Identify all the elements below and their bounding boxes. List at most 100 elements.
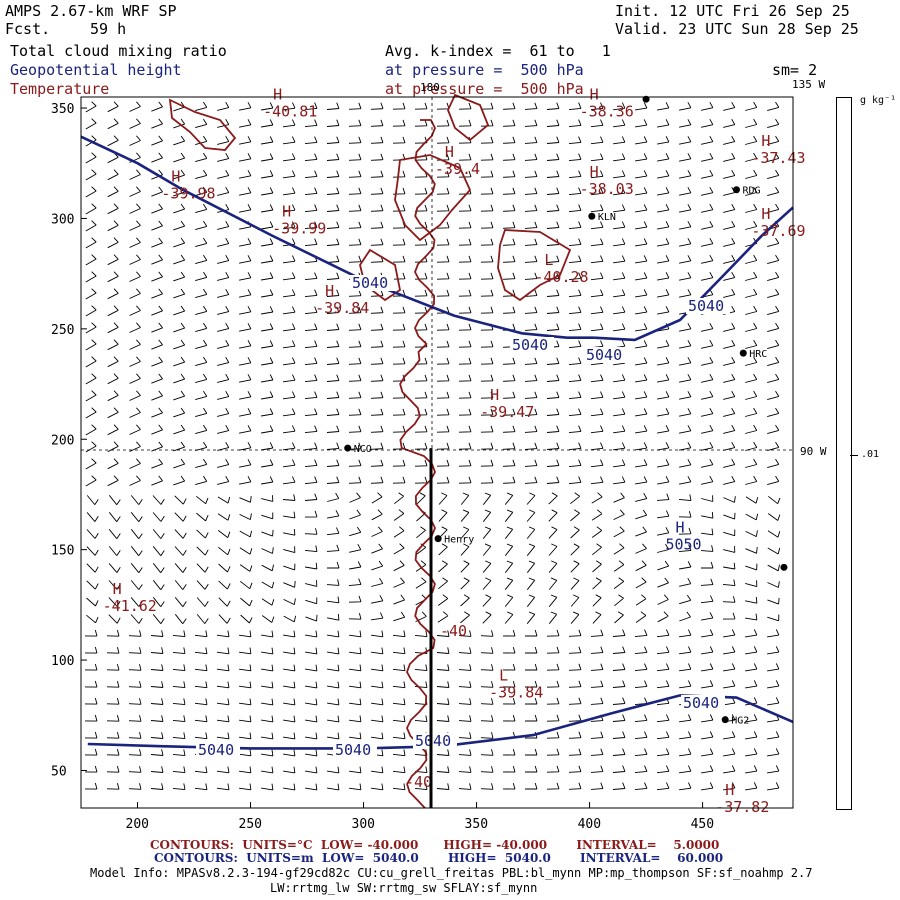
x-tick-label: 300 bbox=[352, 817, 375, 832]
temperature-contour bbox=[399, 119, 436, 809]
pressure-center-value: -41.62 bbox=[103, 597, 157, 615]
k-index-range: Avg. k-index = 61 to 1 bbox=[385, 42, 611, 60]
map-annotations: H-40.81H-38.36H-39.4H-37.43H-39.98H-38.0… bbox=[81, 78, 827, 816]
meridian-label-180: 180 bbox=[420, 81, 440, 94]
pressure-center-letter: H bbox=[490, 386, 499, 404]
temperature-contour-label: -40 bbox=[440, 622, 467, 640]
x-tick-label: 350 bbox=[465, 817, 488, 832]
pressure-center-value: -37.43 bbox=[751, 149, 805, 167]
height-contour-label: 5040 bbox=[586, 346, 622, 364]
height-contour-label: 5040 bbox=[512, 336, 548, 354]
pressure-center-value: -39.84 bbox=[489, 683, 543, 701]
height-label-bg bbox=[584, 347, 628, 363]
height-contour bbox=[594, 206, 794, 342]
height-label-bg bbox=[681, 695, 725, 711]
wind-barbs bbox=[84, 101, 781, 791]
smoothing-value: sm= 2 bbox=[772, 61, 818, 79]
cloud-contour bbox=[447, 93, 490, 142]
pressure-center-letter: H bbox=[282, 203, 291, 221]
wind-barb-field bbox=[84, 101, 781, 791]
pressure-center-letter: H bbox=[445, 143, 454, 161]
valid-time: Valid. 23 UTC Sun 28 Sep 25 bbox=[615, 20, 859, 38]
x-tick-label: 200 bbox=[126, 817, 149, 832]
pressure-center-letter: H bbox=[590, 163, 599, 181]
station-label: Henry bbox=[444, 535, 474, 546]
x-tick-label: 450 bbox=[691, 817, 714, 832]
station-label: HG2 bbox=[731, 716, 749, 727]
pressure-center-letter: H bbox=[273, 86, 282, 104]
pressure-level-height: at pressure = 500 hPa bbox=[385, 61, 584, 79]
y-tick-label: 50 bbox=[51, 764, 67, 779]
pressure-center-letter: H bbox=[761, 132, 770, 150]
init-time: Init. 12 UTC Fri 26 Sep 25 bbox=[615, 2, 850, 20]
pressure-center-letter: H bbox=[761, 205, 770, 223]
station-label: RDG bbox=[742, 186, 760, 197]
station-label: KLN bbox=[598, 212, 616, 223]
pressure-center-value: 5050 bbox=[665, 535, 701, 553]
y-tick-label: 250 bbox=[51, 323, 74, 338]
height-label-bg bbox=[350, 275, 394, 291]
pressure-level-temperature: at pressure = 500 hPa bbox=[385, 80, 584, 98]
meridian-label-90w: 90 W bbox=[800, 445, 827, 458]
y-tick-label: 300 bbox=[51, 212, 74, 227]
height-contour-label: 5040 bbox=[688, 297, 724, 315]
temperature-contour-label: -40 bbox=[405, 773, 432, 791]
height-contour-info: CONTOURS: UNITS=m LOW= 5040.0 HIGH= 5040… bbox=[154, 851, 724, 865]
field-cloud-label: Total cloud mixing ratio bbox=[10, 42, 227, 60]
y-tick-label: 150 bbox=[51, 544, 74, 559]
plot-frame bbox=[80, 96, 794, 809]
height-label-bg bbox=[196, 742, 240, 758]
height-label-bg bbox=[510, 337, 554, 353]
colorbar-tick-label: .01 bbox=[861, 449, 880, 460]
pressure-center-letter: H bbox=[325, 282, 334, 300]
x-tick-label: 250 bbox=[239, 817, 262, 832]
station-label: HRC bbox=[749, 349, 767, 360]
height-label-bg bbox=[413, 733, 457, 749]
pressure-center-letter: H bbox=[675, 518, 684, 536]
pressure-center-letter: H bbox=[171, 167, 180, 185]
temperature-contour-info: CONTOURS: UNITS=°C LOW= -40.000 HIGH= -4… bbox=[150, 838, 720, 852]
field-temperature-label: Temperature bbox=[10, 80, 110, 98]
colorbar-tick-mark bbox=[850, 455, 858, 456]
field-height-label: Geopotential height bbox=[10, 61, 182, 79]
height-contour-label: 5040 bbox=[352, 274, 388, 292]
meridian-label-135w: 135 W bbox=[792, 78, 825, 91]
x-tick-label: 400 bbox=[578, 817, 601, 832]
cloud-contour bbox=[497, 229, 572, 302]
temperature-contours: -40 -40 bbox=[399, 119, 467, 809]
station-dot bbox=[732, 186, 740, 194]
forecast-label: Fcst. bbox=[5, 20, 51, 38]
pressure-center-letter: H bbox=[725, 781, 734, 799]
plot-axes: 200 250 300 350 400 450 50 100 150 200 250 300 350 bbox=[51, 96, 794, 832]
cloud-contour bbox=[168, 98, 237, 151]
pressure-center-value: -39.99 bbox=[272, 220, 326, 238]
pressure-center-value: -39.98 bbox=[161, 184, 215, 202]
model-info: Model Info: MPASv8.2.3-194-gf29cd82c CU:… bbox=[90, 866, 813, 880]
station-dot bbox=[739, 349, 747, 357]
pressure-center-value: -37.82 bbox=[715, 798, 769, 816]
station-dot bbox=[588, 212, 596, 220]
height-contour-label: 5040 bbox=[683, 694, 719, 712]
pressure-center-letter: L bbox=[499, 666, 508, 684]
station-dot bbox=[344, 444, 352, 452]
cloud-contour bbox=[359, 248, 402, 302]
station-label: NCO bbox=[354, 444, 372, 455]
y-tick-label: 350 bbox=[51, 102, 74, 117]
height-contour-label: 5040 bbox=[198, 741, 234, 759]
pressure-center-letter: H bbox=[113, 580, 122, 598]
cloud-mixing-contours bbox=[168, 93, 572, 302]
pressure-center-letter: H bbox=[590, 86, 599, 104]
pressure-center-value: -39.47 bbox=[480, 403, 534, 421]
station-dot bbox=[780, 563, 788, 571]
colorbar-unit: g kg⁻¹ bbox=[860, 95, 897, 106]
pressure-center-letter: L bbox=[544, 251, 553, 269]
pressure-center-value: -39.4 bbox=[435, 160, 480, 178]
pressure-center-value: -37.69 bbox=[751, 222, 805, 240]
plot-title: AMPS 2.67-km WRF SP bbox=[5, 2, 177, 20]
pressure-center-value: -38.03 bbox=[580, 180, 634, 198]
height-contours: 5040 5040 5040 5040 5040 5040 5040 5040 bbox=[80, 135, 794, 759]
pressure-center-value: -39.84 bbox=[315, 299, 369, 317]
pressure-center-value: -40.28 bbox=[534, 268, 588, 286]
cloud-contour bbox=[394, 154, 472, 242]
